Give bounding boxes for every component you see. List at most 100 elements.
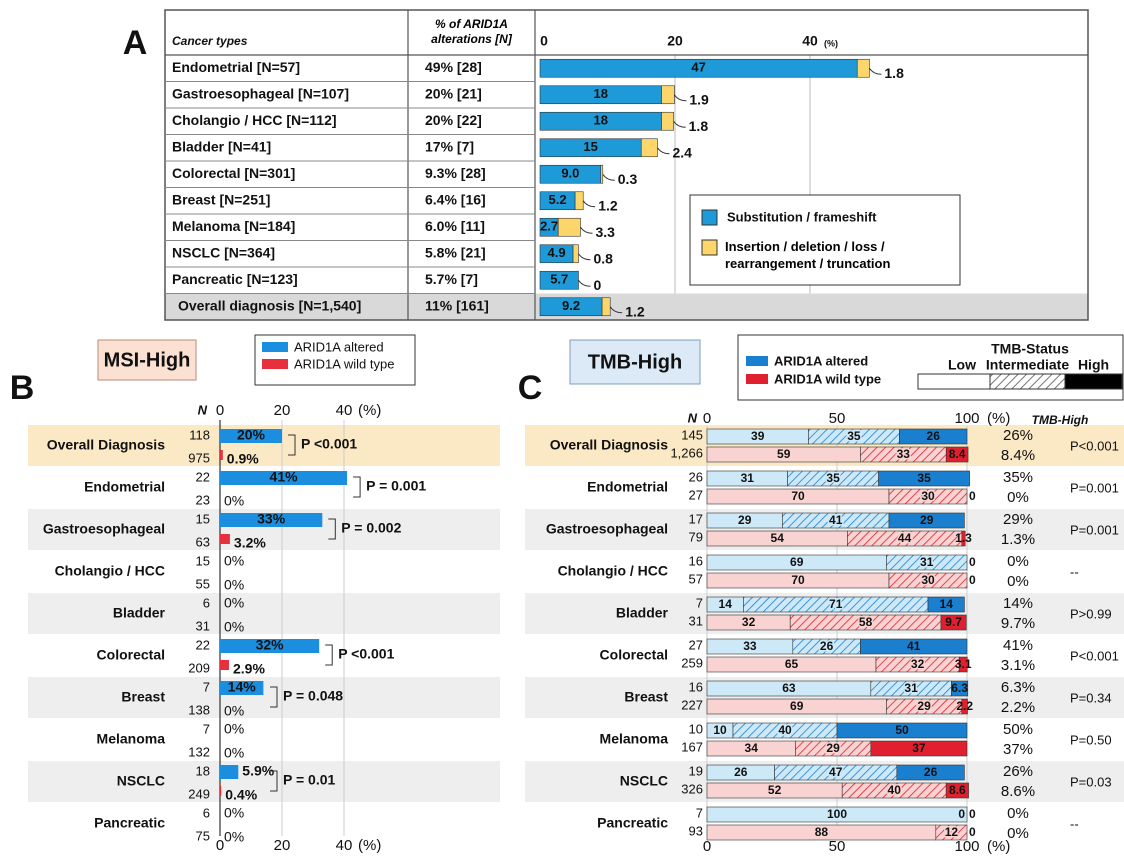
segment-label: 9.7 <box>945 615 962 629</box>
category-label: Cholangio / HCC [N=112] <box>172 112 337 128</box>
n-label: 167 <box>681 739 703 754</box>
bar-value-label: 0.9% <box>227 451 259 467</box>
segment-label: 41 <box>907 639 921 653</box>
bar-segment <box>706 806 968 823</box>
n-label: 7 <box>203 679 210 694</box>
bar-segment <box>886 554 968 571</box>
bar-segment <box>888 488 968 505</box>
chart-title: TMB-High <box>588 351 682 373</box>
alteration-label: 17% [7] <box>425 138 474 154</box>
column-header: Cancer types <box>172 34 248 48</box>
n-label: 326 <box>681 781 703 796</box>
bar-value-label: 5.9% <box>242 763 274 779</box>
bar <box>220 513 323 527</box>
segment-label: 0 <box>969 573 976 587</box>
legend-level-box <box>1064 373 1123 390</box>
bar-segment <box>940 614 967 631</box>
leader-line <box>602 173 615 181</box>
bar-segment <box>836 722 968 739</box>
segment-label: 35 <box>826 471 840 485</box>
segment-label: 40 <box>888 783 902 797</box>
x-tick-label: 0 <box>216 402 224 419</box>
segment-label: 10 <box>713 723 727 737</box>
legend-level-label: High <box>1078 357 1109 373</box>
bar-segment <box>601 297 611 317</box>
bar-segment <box>557 217 581 237</box>
category-label: Gastroesophageal [N=107] <box>172 85 349 101</box>
segment-label: 8.6 <box>949 783 966 797</box>
category-label: Endometrial <box>587 479 668 495</box>
segment-label: 26 <box>924 765 938 779</box>
p-value: P<0.001 <box>1070 648 1119 663</box>
bar <box>220 681 264 695</box>
legend-label: ARID1A altered <box>294 339 384 354</box>
segment-label: 0 <box>969 807 976 821</box>
category-label: Breast [N=251] <box>172 191 270 207</box>
bar-value-label: 0% <box>224 745 244 761</box>
category-label: Cholangio / HCC <box>558 563 668 579</box>
tmb-high-header: TMB-High <box>1032 413 1089 427</box>
category-label: Pancreatic [N=123] <box>172 271 298 287</box>
alteration-label: 6.0% [11] <box>425 218 485 234</box>
segment-label: 33 <box>743 639 757 653</box>
bar-value-label: 0.4% <box>225 787 257 803</box>
segment-label: 12 <box>945 825 959 839</box>
tmb-high-label: 6.3% <box>1001 679 1035 696</box>
bar-segment <box>927 596 965 613</box>
bar-segment <box>870 740 968 757</box>
legend-level-box <box>917 373 991 390</box>
category-label: Overall Diagnosis <box>550 437 668 453</box>
tmb-high-label: 0% <box>1007 805 1029 822</box>
tmb-high-label: 50% <box>1003 721 1033 738</box>
bar-value-label: 32% <box>256 637 285 653</box>
bar <box>220 786 222 796</box>
bar-value-label: 3.3 <box>596 224 616 240</box>
n-label: 7 <box>696 595 703 610</box>
bar-value-label: 9.0 <box>561 166 579 181</box>
category-label: Overall Diagnosis <box>47 437 165 453</box>
overall-row-bg <box>165 293 1088 320</box>
chart-title: MSI-High <box>104 349 191 371</box>
segment-label: 3.1 <box>955 657 972 671</box>
bar-value-label: 18 <box>594 113 608 128</box>
bar-segment <box>951 680 969 697</box>
legend-label-box: Insertion / deletion / loss / rearrangem… <box>725 239 890 271</box>
x-tick-label: 0 <box>703 838 711 855</box>
legend-level-label: Intermediate <box>986 357 1069 373</box>
alteration-label: 6.4% [16] <box>425 191 486 207</box>
n-label: 27 <box>689 487 703 502</box>
bar-value-label: 0% <box>224 703 244 719</box>
x-tick-label: 0 <box>540 33 548 49</box>
p-value: P=0.34 <box>1070 690 1112 705</box>
segment-label: 70 <box>791 573 805 587</box>
segment-label: 100 <box>827 807 847 821</box>
bar-value-label: 9.2 <box>562 298 580 313</box>
segment-label: 31 <box>920 555 934 569</box>
leader-line <box>582 200 596 208</box>
p-value: P = 0.001 <box>366 478 426 494</box>
category-label: Melanoma <box>97 731 166 747</box>
n-label: 23 <box>196 492 210 507</box>
bar <box>220 660 229 670</box>
bar-value-label: 1.2 <box>598 197 618 213</box>
tmb-high-label: 41% <box>1003 637 1033 654</box>
alteration-label: 9.3% [28] <box>425 165 486 181</box>
bar-segment <box>958 656 968 673</box>
segment-label: 30 <box>921 573 935 587</box>
bar-value-label: 5.7 <box>550 272 568 287</box>
bar-segment <box>856 58 870 78</box>
segment-label: 37 <box>912 741 926 755</box>
n-label: 15 <box>196 511 210 526</box>
category-label: NSCLC <box>117 773 165 789</box>
n-label: 18 <box>196 763 210 778</box>
bar-value-label: 1.9 <box>689 91 709 107</box>
bar-value-label: 2.7 <box>540 219 558 234</box>
n-label: 31 <box>689 613 703 628</box>
x-tick-label: 50 <box>829 410 846 427</box>
n-label: 138 <box>188 702 210 717</box>
segment-label: 0 <box>969 555 976 569</box>
category-label: Gastroesophageal <box>43 521 165 537</box>
segment-label: 65 <box>785 657 799 671</box>
segment-label: 71 <box>829 597 843 611</box>
